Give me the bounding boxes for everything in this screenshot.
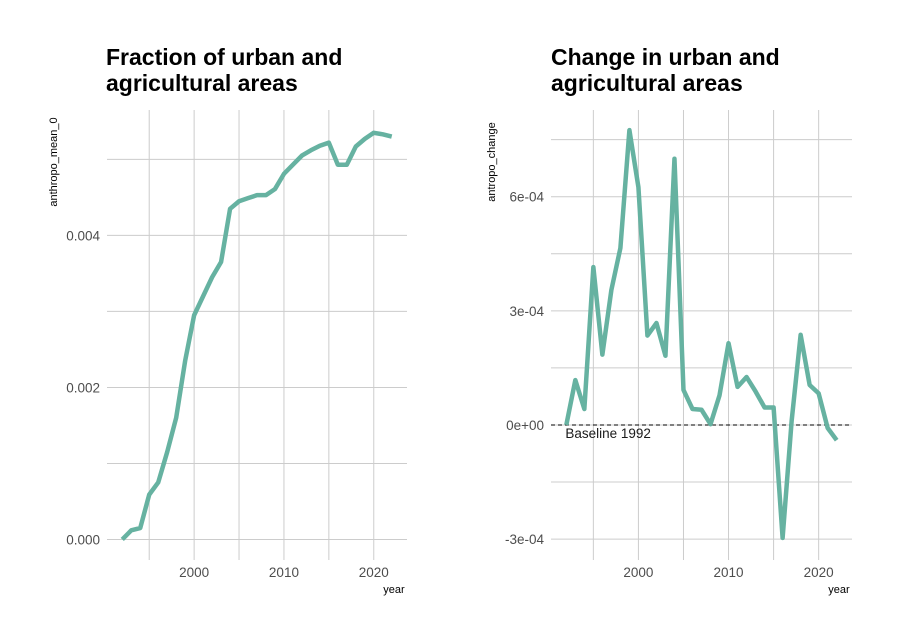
right-chart-panel: Change in urban and agricultural areas 2… xyxy=(450,0,900,642)
x-tick-label: 2020 xyxy=(804,565,834,580)
x-tick-label: 2010 xyxy=(714,565,744,580)
y-tick-label: 0.002 xyxy=(66,380,100,395)
x-tick-label: 2000 xyxy=(179,565,209,580)
left-chart-panel: Fraction of urban and agricultural areas… xyxy=(48,44,407,596)
y-tick-label: 0e+00 xyxy=(506,418,544,433)
y-axis-label: anthropo_mean_0 xyxy=(48,117,60,206)
y-tick-label: -3e-04 xyxy=(505,532,545,547)
y-tick-label: 0.004 xyxy=(66,228,100,243)
x-axis-label: year xyxy=(383,584,405,596)
series-line xyxy=(564,127,839,541)
y-tick-label: 6e-04 xyxy=(509,190,544,205)
x-tick-label: 2000 xyxy=(623,565,653,580)
series-line xyxy=(120,130,393,542)
y-tick-label: 0.000 xyxy=(66,532,100,547)
x-tick-label: 2020 xyxy=(359,565,389,580)
x-axis-label: year xyxy=(828,584,850,596)
chart-title: Change in urban and agricultural areas xyxy=(551,44,780,96)
y-axis-label: antropo_change xyxy=(486,122,498,202)
baseline-annotation: Baseline 1992 xyxy=(565,426,651,441)
x-tick-label: 2010 xyxy=(269,565,299,580)
fraction-chart-svg: 2000 2010 2020 0.000 0.002 0.004 year anthropo_… xyxy=(48,110,407,596)
chart-title: Fraction of urban and agricultural areas xyxy=(106,44,343,96)
change-chart-svg: 2000 2010 2020 -3e-04 0e+00 3e-04 6e-04 year ant… xyxy=(486,110,852,596)
y-tick-label: 3e-04 xyxy=(509,304,544,319)
